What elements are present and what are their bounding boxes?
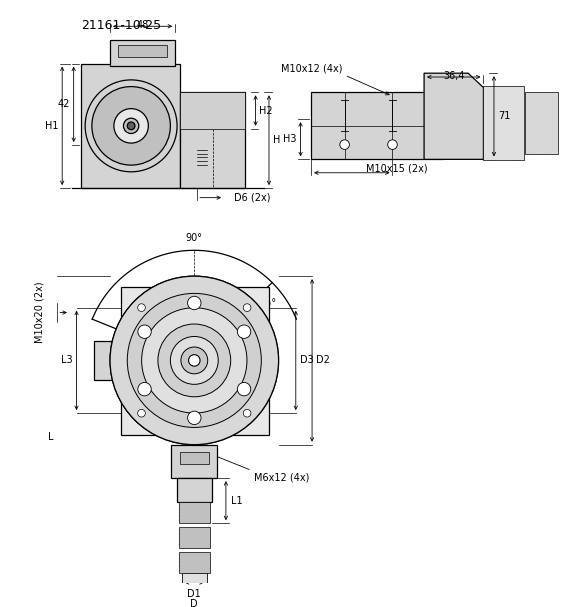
Circle shape — [237, 325, 251, 338]
Text: h9: h9 — [252, 362, 261, 371]
Bar — [110, 39, 175, 67]
Bar — [524, 92, 558, 154]
Circle shape — [141, 308, 247, 413]
Bar — [179, 527, 210, 548]
Bar — [180, 452, 209, 464]
Circle shape — [187, 411, 201, 424]
Text: 45°: 45° — [260, 298, 276, 308]
Text: 71: 71 — [498, 111, 510, 121]
Text: M10x20 (2x): M10x20 (2x) — [34, 282, 44, 344]
Circle shape — [110, 276, 279, 445]
Bar — [177, 478, 211, 502]
Text: H3: H3 — [283, 134, 297, 144]
Text: H1: H1 — [45, 121, 58, 131]
Text: 21161-10-25: 21161-10-25 — [81, 19, 161, 32]
Circle shape — [171, 336, 218, 384]
Bar — [484, 86, 524, 160]
Text: 48: 48 — [137, 20, 149, 30]
Circle shape — [158, 324, 230, 397]
Polygon shape — [424, 73, 484, 160]
Bar — [179, 552, 210, 573]
Text: D2: D2 — [316, 356, 330, 365]
Circle shape — [127, 293, 261, 427]
Bar — [120, 287, 269, 435]
Circle shape — [92, 87, 171, 165]
Circle shape — [237, 382, 251, 396]
Text: M6x12 (4x): M6x12 (4x) — [254, 472, 309, 483]
Text: D1: D1 — [187, 589, 201, 599]
Circle shape — [189, 354, 200, 366]
Circle shape — [243, 304, 251, 311]
Text: L1: L1 — [230, 496, 242, 506]
Bar — [180, 92, 245, 188]
Text: H2: H2 — [260, 106, 273, 115]
Text: L: L — [48, 432, 54, 442]
Bar — [171, 445, 217, 478]
Circle shape — [85, 80, 177, 172]
Circle shape — [187, 296, 201, 310]
Circle shape — [123, 118, 139, 134]
Bar — [94, 341, 120, 379]
Text: D6 (2x): D6 (2x) — [233, 192, 270, 203]
Circle shape — [138, 304, 146, 311]
Bar — [81, 64, 180, 188]
Text: L2: L2 — [155, 327, 166, 336]
Bar — [118, 46, 168, 57]
Text: M10x12 (4x): M10x12 (4x) — [281, 63, 343, 73]
Circle shape — [340, 140, 349, 149]
Text: 50: 50 — [235, 379, 247, 389]
Text: D4: D4 — [239, 365, 252, 375]
Bar — [311, 92, 443, 160]
Circle shape — [138, 409, 146, 417]
Circle shape — [388, 140, 398, 149]
Text: D3: D3 — [300, 356, 313, 365]
Circle shape — [114, 109, 148, 143]
Circle shape — [110, 276, 279, 445]
Text: H: H — [273, 135, 280, 145]
Circle shape — [127, 122, 135, 130]
Bar — [180, 92, 245, 129]
Circle shape — [243, 409, 251, 417]
Bar — [179, 502, 210, 523]
Text: 90°: 90° — [186, 232, 203, 243]
Text: M10x15 (2x): M10x15 (2x) — [366, 164, 428, 174]
Bar — [177, 590, 211, 598]
Text: D: D — [190, 599, 198, 607]
Text: 36,4: 36,4 — [443, 71, 464, 81]
Text: L3: L3 — [61, 356, 73, 365]
Circle shape — [138, 325, 151, 338]
Circle shape — [181, 347, 208, 374]
Text: 42: 42 — [58, 100, 70, 109]
Bar — [182, 573, 207, 590]
Circle shape — [138, 382, 151, 396]
